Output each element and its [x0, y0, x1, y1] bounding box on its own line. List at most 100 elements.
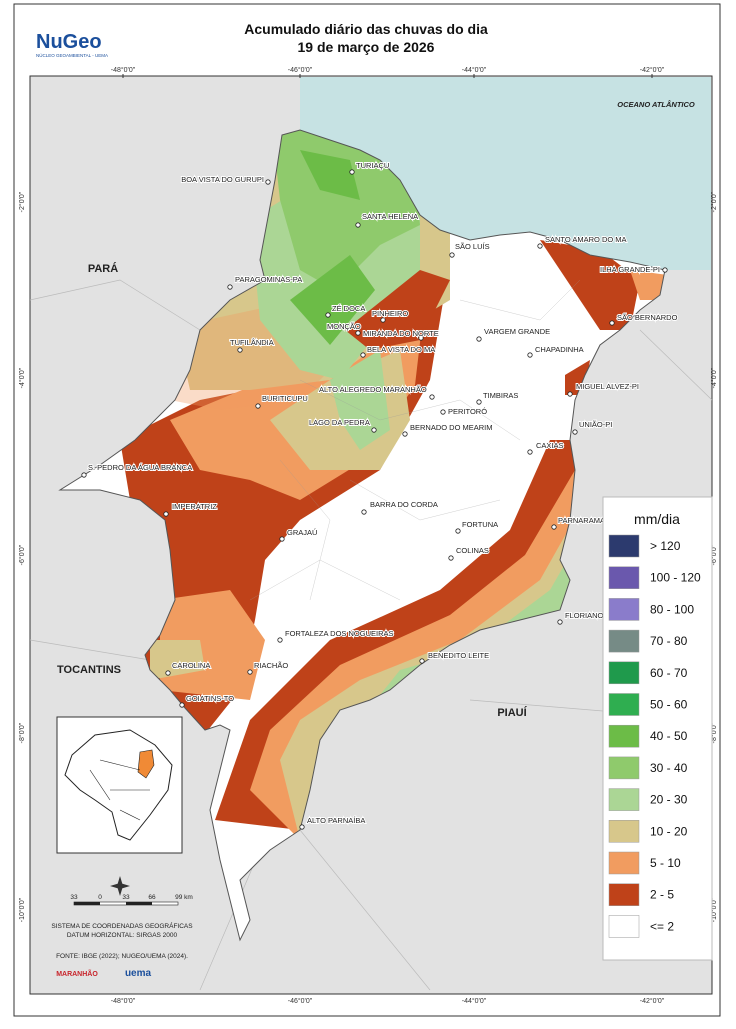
city-marker: [163, 511, 169, 517]
city-label: PARNARAMA: [558, 516, 605, 525]
city-label: SANTA HELENA: [362, 212, 418, 221]
legend-swatch: [608, 756, 640, 780]
longitude-label: -46°0'0": [288, 997, 313, 1005]
city-marker: [255, 403, 261, 409]
city-label: PINHEIRO: [372, 309, 408, 318]
coordinates: -48°0'0" -48°0'0" -46°0'0" -46°0'0" -44°0'0"…: [18, 66, 718, 1005]
legend-swatch: [608, 788, 640, 811]
city-label: SANTO AMARO DO MA: [545, 235, 627, 244]
longitude-label: -44°0'0": [462, 997, 487, 1005]
longitude-label: -42°0'0": [640, 66, 665, 74]
city-label: SÃO BERNARDO: [617, 313, 678, 322]
city-marker: [418, 335, 424, 341]
ocean-label: OCEANO ATLÂNTICO: [617, 100, 695, 109]
city-label: LAGO DA PEDRA: [309, 418, 370, 427]
city-marker: [279, 536, 285, 542]
longitude-label: -48°0'0": [111, 66, 136, 74]
city-label: BERNADO DO MEARIM: [410, 423, 493, 432]
legend-swatch: [608, 629, 640, 653]
legend-label: 10 - 20: [650, 824, 688, 838]
city-label: ZÉ DOCA: [332, 304, 365, 313]
longitude-label: -46°0'0": [288, 66, 313, 74]
city-marker: [448, 555, 454, 561]
legend-items: > 120 100 - 120 80 - 100 70 - 80 60 - 70 50 -…: [608, 534, 701, 938]
legend-label: > 120: [650, 539, 681, 553]
city-label: FORTUNA: [462, 520, 498, 529]
city-label: BENEDITO LEITE: [428, 651, 489, 660]
city-marker: [325, 312, 331, 318]
inset-map: [56, 716, 183, 854]
source: FONTE: IBGE (2022); NUGEO/UEMA (2024).: [56, 953, 188, 960]
city-label: RIACHÃO: [254, 661, 288, 670]
city-marker: [402, 431, 408, 437]
city-label: PERITORÓ: [448, 407, 487, 416]
latitude-label: -8°0'0": [18, 722, 26, 743]
ocean: [300, 77, 711, 270]
city-label: TIMBIRAS: [483, 391, 518, 400]
city-marker: [419, 658, 425, 664]
legend-label: 30 - 40: [650, 761, 688, 775]
city-marker: [371, 427, 377, 433]
legend-label: 2 - 5: [650, 888, 674, 902]
legend-label: 20 - 30: [650, 793, 688, 807]
city-marker: [237, 347, 243, 353]
legend-swatch: [608, 724, 640, 748]
state-borders: [29, 279, 713, 991]
city-marker: [227, 284, 233, 290]
city-label: CHAPADINHA: [535, 345, 584, 354]
legend-swatch: [608, 851, 640, 875]
cities: TURIAÇU BOA VISTA DO GURUPI SANTA HELENA SÃ…: [81, 160, 679, 830]
city-label: ALTO ALEGREDO MARANHÃO: [319, 385, 427, 394]
latitude-label: -6°0'0": [18, 544, 26, 565]
latitude-label: -4°0'0": [710, 367, 718, 388]
logo-subtitle: NÚCLEO GEOAMBIENTAL - UEMA: [36, 52, 108, 58]
logo-uema: uema: [125, 968, 152, 979]
city-label: TURIAÇU: [356, 161, 389, 170]
city-label: S. PEDRO DA ÁGUA BRANCA: [88, 463, 192, 472]
city-label: MIGUEL ALVEZ-PI: [576, 382, 639, 391]
city-label: GOIATINS-TO: [186, 694, 234, 703]
scale-label: 99 km: [175, 894, 193, 901]
city-label: MONÇÃO: [327, 322, 361, 331]
title: Acumulado diário das chuvas do dia: [244, 21, 488, 37]
city-label: ALTO PARNAÍBA: [307, 816, 365, 825]
latitude-label: -10°0'0": [18, 897, 26, 922]
legend-swatch: [608, 820, 640, 843]
datum: DATUM HORIZONTAL: SIRGAS 2000: [67, 932, 178, 939]
city-label: BELA VISTA DO MA: [367, 345, 435, 354]
latitude-label: -6°0'0": [710, 544, 718, 565]
longitude-label: -44°0'0": [462, 66, 487, 74]
city-marker: [527, 449, 533, 455]
city-marker: [165, 670, 171, 676]
legend-label: <= 2: [650, 919, 674, 933]
city-label: CAROLINA: [172, 661, 210, 670]
legend-label: 40 - 50: [650, 729, 688, 743]
city-label: ILHA GRANDE-PI: [600, 265, 660, 274]
municipal-borders: [249, 279, 581, 601]
subtitle: 19 de março de 2026: [298, 39, 435, 55]
city-marker: [567, 391, 573, 397]
legend: mm/dia > 120 100 - 120 80 - 100 70 - 80 60 -…: [602, 496, 713, 961]
legend-label: 100 - 120: [650, 571, 701, 585]
city-label: COLINAS: [456, 546, 489, 555]
legend-label: 80 - 100: [650, 602, 694, 616]
city-marker: [265, 179, 271, 185]
city-marker: [360, 352, 366, 358]
city-marker: [361, 509, 367, 515]
city-marker: [247, 669, 253, 675]
city-label: BOA VISTA DO GURUPI: [181, 175, 264, 184]
city-marker: [476, 399, 482, 405]
legend-swatch: [608, 566, 640, 589]
city-marker: [355, 330, 361, 336]
legend-label: 70 - 80: [650, 634, 688, 648]
city-marker: [551, 524, 557, 530]
scale-label: 33: [122, 894, 130, 901]
maranhao-border: [58, 129, 666, 942]
city-label: BARRA DO CORDA: [370, 500, 438, 509]
scale-label: 33: [70, 894, 78, 901]
scale-bar: 33 0 33 66 99 km: [70, 894, 193, 906]
city-marker: [299, 824, 305, 830]
coordinate-system: SISTEMA DE COORDENADAS GEOGRÁFICAS: [51, 921, 193, 930]
city-marker: [380, 317, 386, 323]
